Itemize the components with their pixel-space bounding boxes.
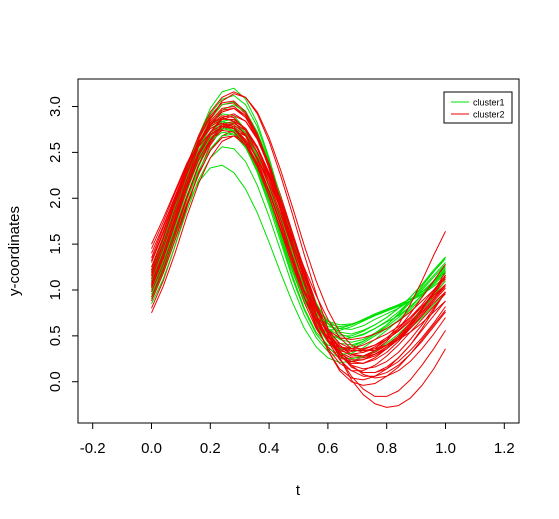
- x-tick-label: 1.0: [435, 440, 456, 457]
- legend-box: [443, 91, 513, 124]
- legend-label-cluster2: cluster2: [473, 110, 505, 120]
- series-line-cluster1: [151, 122, 446, 337]
- y-tick-label: 2.5: [47, 142, 64, 163]
- y-tick-label: 0.0: [47, 371, 64, 392]
- y-axis-title: y-coordinates: [6, 206, 23, 296]
- x-tick-label: 1.2: [494, 440, 515, 457]
- series-line-cluster2: [151, 117, 446, 372]
- series-line-cluster2: [151, 126, 446, 353]
- x-tick-label: 0.8: [376, 440, 397, 457]
- x-tick-label: -0.2: [80, 440, 106, 457]
- series-line-cluster2: [151, 115, 446, 397]
- series-line-cluster1: [151, 146, 446, 360]
- legend: cluster1 cluster2: [443, 91, 513, 124]
- plot-frame: [77, 78, 520, 424]
- series-line-cluster2: [151, 129, 446, 341]
- y-tick-label: 3.0: [47, 96, 64, 117]
- series-line-cluster2: [151, 113, 446, 364]
- legend-label-cluster1: cluster1: [473, 98, 505, 108]
- series-lines: [151, 87, 446, 408]
- series-line-cluster2: [151, 120, 446, 357]
- series-line-cluster1: [151, 131, 446, 340]
- y-tick-label: 2.0: [47, 188, 64, 209]
- x-tick-label: 0.4: [259, 440, 280, 457]
- y-axis: 0.0 0.5 1.0 1.5 2.0 2.5 3.0: [47, 96, 78, 392]
- y-tick-label: 0.5: [47, 325, 64, 346]
- y-tick-label: 1.5: [47, 234, 64, 255]
- x-axis: -0.2 0.0 0.2 0.4 0.6 0.8 1.0 1.2: [80, 423, 515, 457]
- x-tick-label: 0.6: [317, 440, 338, 457]
- series-line-cluster1: [151, 101, 446, 335]
- x-axis-title: t: [296, 482, 301, 499]
- x-tick-label: 0.0: [141, 440, 162, 457]
- series-line-cluster2: [151, 107, 446, 364]
- series-line-cluster2: [151, 91, 446, 408]
- x-tick-label: 0.2: [200, 440, 221, 457]
- y-tick-label: 1.0: [47, 280, 64, 301]
